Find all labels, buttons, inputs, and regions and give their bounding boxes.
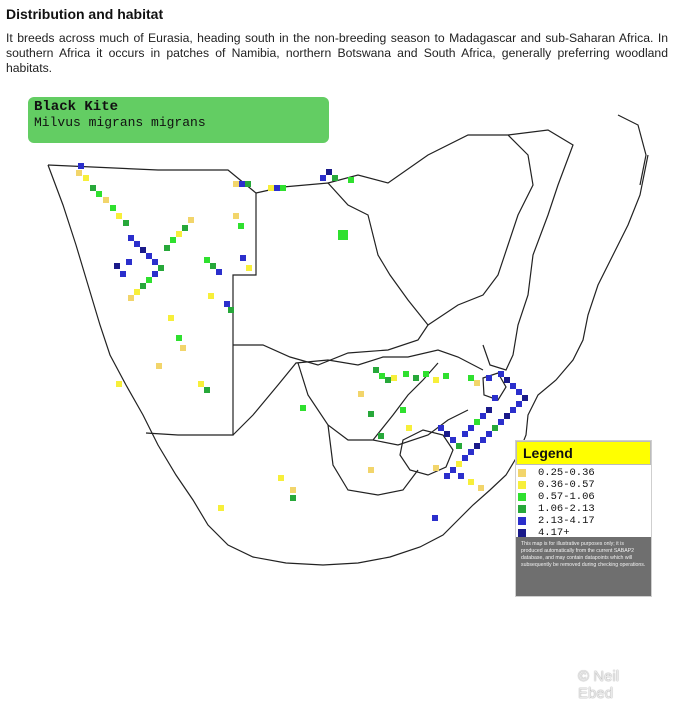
distribution-map: © Neil Ebed [28,95,650,702]
coastline [47,154,649,566]
section-heading: Distribution and habitat [6,6,164,22]
legend-header: Legend [516,441,651,465]
legend-swatch [518,493,526,501]
legend-swatch [518,469,526,477]
legend-swatch [518,529,526,537]
legend-rows: 0.25-0.36 0.36-0.57 0.57-1.06 1.06-2.13 … [516,465,651,581]
mozambique-border [482,129,574,371]
legend-item: 0.57-1.06 [518,491,648,503]
lesotho-border [399,429,454,476]
legend-disclaimer: This map is for illustrative purposes on… [516,537,651,596]
legend-item: 2.13-4.17 [518,515,648,527]
legend-label: 2.13-4.17 [538,515,595,527]
legend-swatch [518,505,526,513]
legend-item: 1.06-2.13 [518,503,648,515]
legend-label: 0.36-0.57 [538,479,595,491]
occurrence-cells [76,163,528,521]
legend-label: 4.17+ [538,527,570,539]
namibia-border [47,164,257,436]
zimbabwe-border [327,134,534,326]
legend-label: 1.06-2.13 [538,503,595,515]
legend-item: 0.36-0.57 [518,479,648,491]
legend-label: 0.25-0.36 [538,467,595,479]
map-outline [47,114,649,566]
species-common-name: Black Kite [34,99,119,115]
madagascar-outline [617,114,647,186]
legend-label: 0.57-1.06 [538,491,595,503]
species-scientific-name: Milvus migrans migrans [34,115,206,130]
swaziland-border [482,372,507,401]
legend-swatch [518,517,526,525]
botswana-border [233,182,429,366]
species-title-box: Black Kite Milvus migrans migrans [28,97,329,143]
distribution-paragraph: It breeds across much of Eurasia, headin… [6,31,668,75]
legend-item: 0.25-0.36 [518,467,648,479]
legend-title: Legend [523,445,573,461]
legend-swatch [518,481,526,489]
legend-item: 4.17+ [518,527,648,539]
map-legend: Legend 0.25-0.36 0.36-0.57 0.57-1.06 1.0… [515,440,652,597]
photo-credit: © Neil Ebed [578,668,620,702]
province-borders [232,349,484,496]
